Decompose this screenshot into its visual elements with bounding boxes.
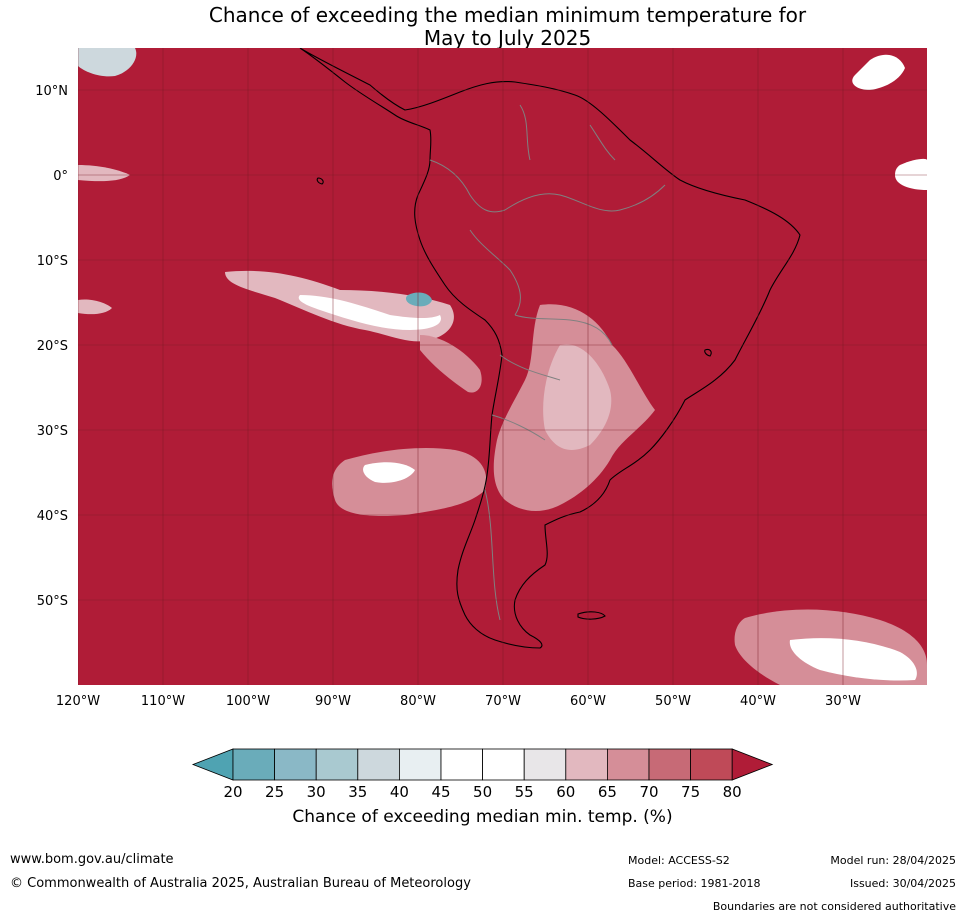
lon-label-40w: 40°W — [740, 694, 776, 709]
colorbar-tick-label: 30 — [307, 783, 326, 801]
longitude-labels: 120°W 110°W 100°W 90°W 80°W 70°W 60°W 50… — [56, 694, 861, 709]
footer-model: Model: ACCESS-S2 — [628, 854, 730, 867]
contour-patch-east-equator — [895, 158, 927, 190]
lat-label-50s: 50°S — [37, 594, 68, 609]
colorbar-tick-label: 25 — [265, 783, 284, 801]
lon-label-30w: 30°W — [825, 694, 861, 709]
lon-label-80w: 80°W — [400, 694, 436, 709]
colorbar-tick-label: 75 — [681, 783, 700, 801]
graticule — [78, 48, 927, 685]
contour-patch-south-pacific-light — [363, 462, 415, 483]
colorbar-tick-label: 65 — [598, 783, 617, 801]
probability-field — [78, 48, 927, 685]
colorbar-title: Chance of exceeding median min. temp. (%… — [292, 807, 673, 827]
lat-label-40s: 40°S — [37, 509, 68, 524]
footer-issued: Issued: 30/04/2025 — [849, 877, 956, 890]
colorbar-bin — [440, 748, 483, 781]
lon-label-90w: 90°W — [315, 694, 351, 709]
colorbar-bin — [357, 748, 400, 781]
colorbar: 20 25 30 35 40 45 50 55 60 65 70 75 80 — [191, 748, 774, 801]
colorbar-tick-label: 20 — [223, 783, 242, 801]
lon-label-50w: 50°W — [655, 694, 691, 709]
footer-disclaimer: Boundaries are not considered authoritat… — [712, 900, 956, 913]
contour-patch-pacific-band-white — [298, 295, 441, 330]
island-patch-1 — [577, 611, 606, 620]
border-8 — [519, 104, 531, 161]
colorbar-tick-label: 70 — [639, 783, 658, 801]
border-1 — [429, 159, 506, 213]
contour-patch-interior-inner — [543, 344, 612, 450]
contour-patch-south-atlantic-light — [789, 638, 917, 681]
colorbar-high-extend — [731, 748, 774, 781]
border-6 — [491, 414, 546, 441]
colorbar-bin — [523, 748, 567, 781]
island-patch-2 — [316, 177, 324, 185]
lon-label-120w: 120°W — [56, 694, 100, 709]
contour-patch-peru-coast — [420, 335, 482, 393]
colorbar-bin — [482, 748, 525, 781]
colorbar-bin — [232, 748, 275, 781]
map-panel — [78, 48, 927, 685]
contour-patch-nw-corner — [78, 48, 137, 77]
footer-base-period: Base period: 1981-2018 — [628, 877, 761, 890]
contour-patch-ne-corner — [852, 54, 905, 90]
colorbar-bin — [274, 748, 317, 781]
colorbar-tick-label: 50 — [473, 783, 492, 801]
colorbar-bin — [565, 748, 608, 781]
contour-patch-west-south — [78, 299, 112, 315]
lat-label-20s: 20°S — [37, 339, 68, 354]
colorbar-tick-label: 80 — [723, 783, 742, 801]
colorbar-tick-label: 45 — [431, 783, 450, 801]
lon-label-60w: 60°W — [570, 694, 606, 709]
probability-contours — [78, 48, 927, 685]
lat-label-0: 0° — [53, 169, 68, 184]
map-title: Chance of exceeding the median minimum t… — [0, 4, 965, 50]
lat-label-10s: 10°S — [37, 254, 68, 269]
colorbar-bin — [607, 748, 650, 781]
title-line-2: May to July 2025 — [423, 26, 592, 50]
colorbar-tick-label: 60 — [556, 783, 575, 801]
contour-patch-west-equator — [78, 165, 130, 182]
footer-website: www.bom.gov.au/climate — [10, 852, 174, 867]
coastlines — [299, 48, 801, 649]
colorbar-bin — [315, 748, 359, 781]
footer-copyright: © Commonwealth of Australia 2025, Austra… — [10, 876, 471, 891]
colorbar-tick-label: 55 — [515, 783, 534, 801]
border-9 — [589, 124, 616, 161]
colorbar-tick-label: 40 — [390, 783, 409, 801]
title-line-1: Chance of exceeding the median minimum t… — [208, 3, 807, 27]
lat-label-30s: 30°S — [37, 424, 68, 439]
border-3 — [469, 229, 521, 316]
lat-label-10n: 10°N — [35, 84, 68, 99]
border-5 — [499, 354, 561, 381]
colorbar-bin — [690, 748, 733, 781]
country-borders — [429, 104, 666, 621]
colorbar-bin — [398, 748, 442, 781]
footer-model-run: Model run: 28/04/2025 — [830, 854, 956, 867]
colorbar-tick-label: 35 — [348, 783, 367, 801]
lon-label-100w: 100°W — [226, 694, 270, 709]
lon-label-110w: 110°W — [141, 694, 185, 709]
border-2 — [504, 184, 666, 212]
latitude-labels: 10°N 0° 10°S 20°S 30°S 40°S 50°S — [35, 84, 68, 609]
island-patch-3 — [704, 348, 712, 357]
south-america-coastline — [299, 48, 801, 649]
colorbar-bin — [648, 748, 691, 781]
colorbar-low-extend — [191, 748, 234, 781]
contour-patch-teal-spot — [405, 292, 432, 307]
lon-label-70w: 70°W — [485, 694, 521, 709]
border-7 — [484, 489, 501, 621]
border-4 — [514, 314, 613, 346]
